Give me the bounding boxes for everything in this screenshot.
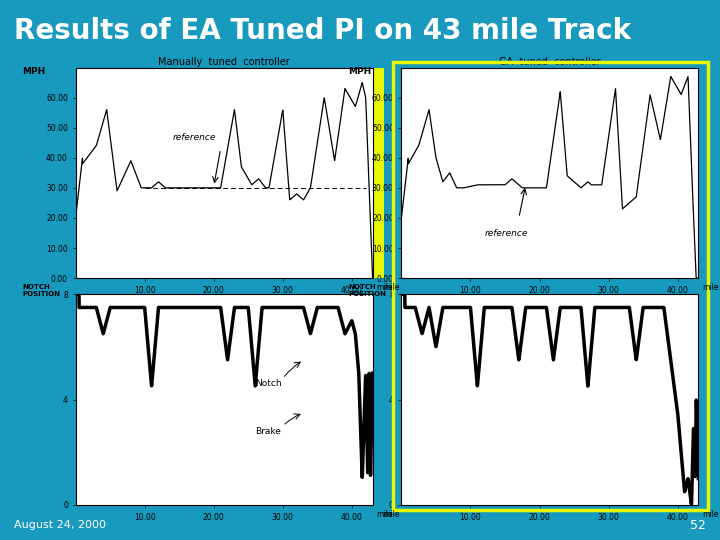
Text: Results of EA Tuned PI on 43 mile Track: Results of EA Tuned PI on 43 mile Track [14,17,631,45]
Text: MPH: MPH [348,68,372,77]
Text: mile: mile [376,510,392,519]
Text: NOTCH
POSITION: NOTCH POSITION [22,284,60,297]
Text: Brake: Brake [255,427,281,436]
Text: reference: reference [172,133,216,141]
Text: MPH: MPH [22,68,45,77]
Bar [373,68,384,278]
Text: mile: mile [376,284,392,293]
Title: Manually  tuned  controller: Manually tuned controller [158,57,290,67]
Text: August 24, 2000: August 24, 2000 [14,520,107,530]
Title: GA  tuned  controller: GA tuned controller [499,57,600,67]
Text: NOTCH
POSITION: NOTCH POSITION [348,284,386,297]
Text: mile: mile [383,510,400,519]
Text: reference: reference [485,229,528,238]
Text: 52: 52 [690,518,706,532]
Text: mile: mile [702,284,719,293]
Text: mile: mile [702,510,719,519]
Text: Notch: Notch [255,380,282,388]
Text: mile: mile [383,284,400,293]
